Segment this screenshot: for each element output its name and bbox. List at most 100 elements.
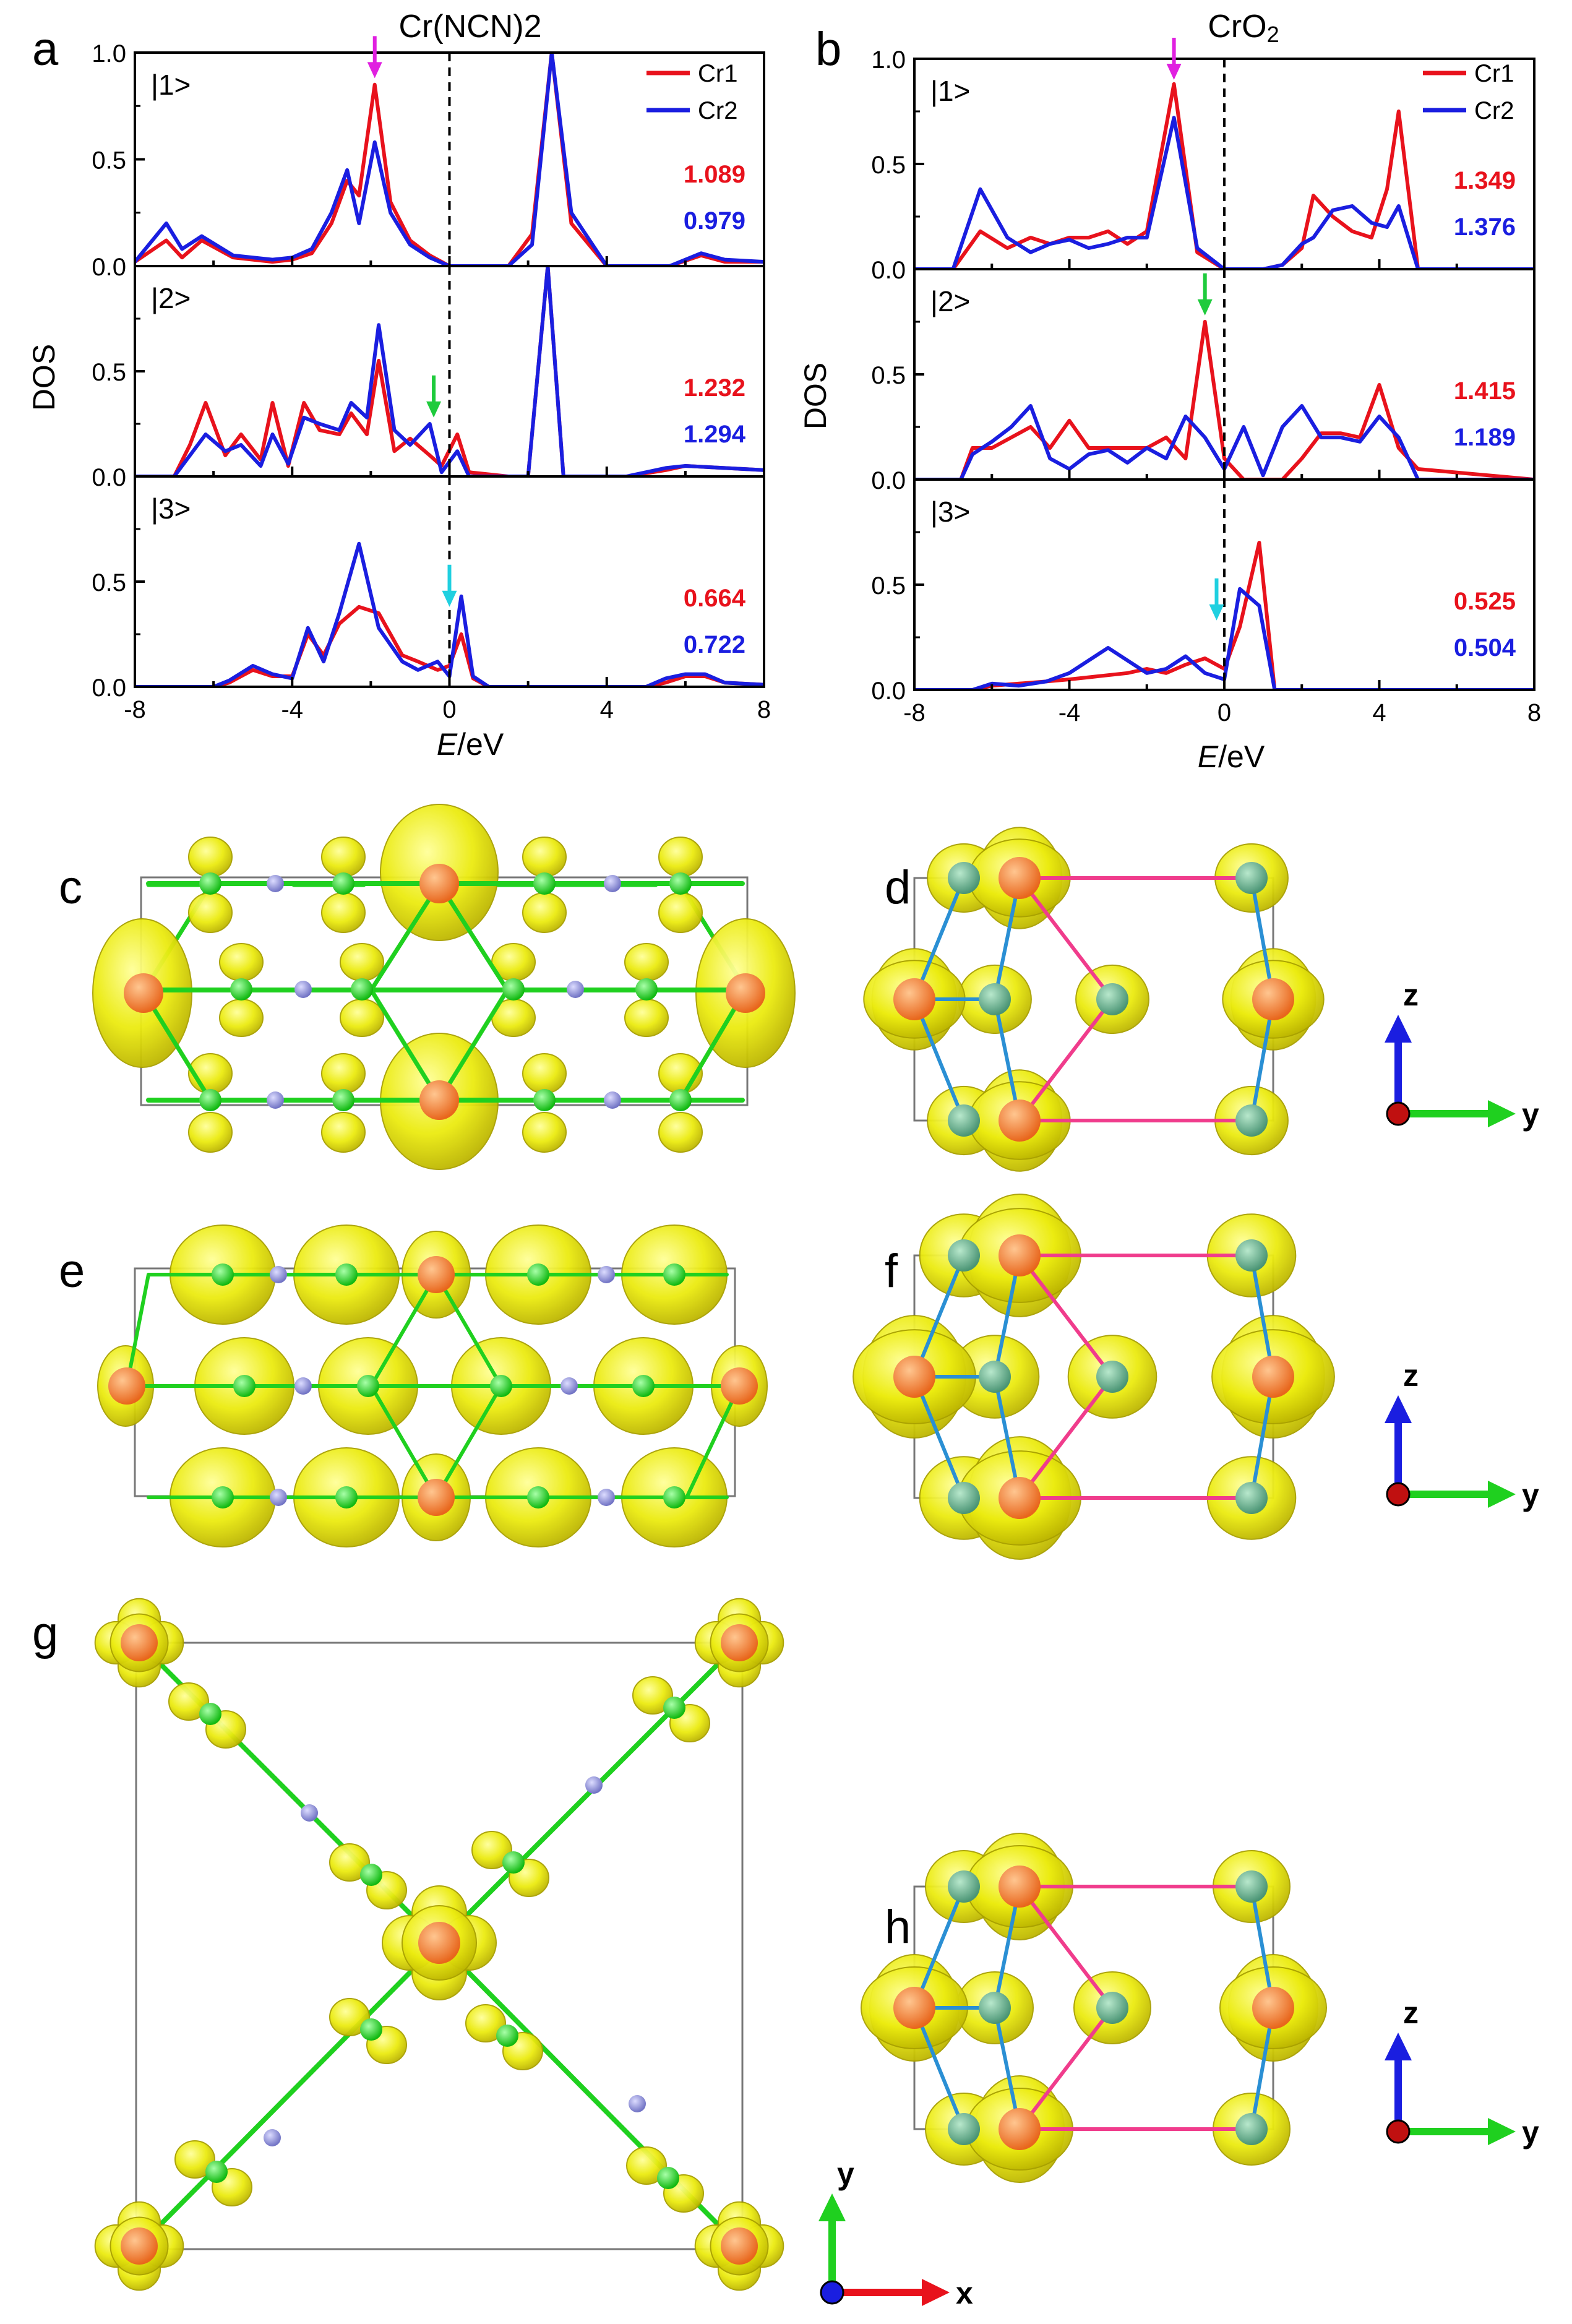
n-atom [657, 2167, 679, 2189]
axis-arrowhead-right [1488, 1481, 1516, 1508]
n-atom [199, 1089, 221, 1111]
occupation-cr1: 1.349 [1454, 167, 1516, 194]
n-atom [205, 2161, 228, 2183]
panel-h-isosurface [861, 1833, 1327, 2183]
panel-letter-b: b [815, 23, 841, 75]
peak-arrow [1209, 578, 1224, 621]
y-tick-label: 0.0 [92, 254, 126, 281]
axis-triad-g: yx [818, 2156, 973, 2310]
peak-arrow [426, 375, 442, 418]
bond [913, 1254, 966, 1379]
n-atom [527, 1486, 549, 1508]
cr-atom [418, 1256, 455, 1293]
axis-arrowhead-right [1488, 2118, 1516, 2145]
panel-a-ylabel: DOS [27, 344, 61, 411]
axis-arrowhead-right [922, 2279, 950, 2306]
cr-atom [418, 1922, 460, 1964]
panel-c-isosurface [92, 804, 796, 1170]
panel-c-structure: c [59, 804, 796, 1170]
n-atom [233, 1375, 256, 1397]
bond [125, 1273, 150, 1388]
isosurface-lobe [658, 892, 703, 933]
o-atom [948, 1104, 980, 1137]
bond [369, 1273, 438, 1388]
o-atom [948, 2113, 980, 2145]
axis-arrowhead-up [818, 2193, 846, 2221]
peak-arrow [1166, 38, 1182, 80]
cr-atom [419, 864, 459, 903]
y-tick-label: 0.0 [871, 257, 906, 284]
bond [434, 1384, 503, 1499]
n-isosurface [471, 1831, 512, 1869]
n-atom [632, 1375, 655, 1397]
o-atom [948, 862, 980, 894]
axis-origin [820, 2280, 844, 2305]
x-tick-label: -4 [1059, 699, 1081, 726]
y-tick-label: 0.5 [92, 147, 126, 174]
peak-arrow-head [1209, 604, 1224, 621]
axis-label-up: z [1403, 1358, 1419, 1393]
cr-atom [999, 1866, 1041, 1908]
n-atom [663, 1697, 685, 1719]
axis-origin [1386, 1101, 1411, 1126]
axis-label-up: z [1403, 978, 1419, 1012]
n-isosurface [174, 2140, 215, 2179]
c-atom [604, 1091, 621, 1109]
panel-h-structure: h [861, 1833, 1327, 2183]
n-atom [635, 978, 658, 1001]
axis-label-right: y [1522, 1478, 1539, 1512]
c-atom [294, 981, 312, 998]
bond [437, 988, 510, 1103]
axis-label-right: x [956, 2276, 973, 2310]
n-atom [360, 2018, 382, 2041]
state-label: |1> [151, 69, 191, 101]
cr-atom [721, 2227, 758, 2265]
n-atom [199, 872, 221, 895]
panel-b-ylabel: DOS [798, 363, 833, 429]
axis-arrowhead-up [1385, 2033, 1412, 2060]
x-tick-label: -4 [281, 696, 303, 723]
bond [1018, 1885, 1114, 2010]
cr-atom [721, 1367, 758, 1405]
xlabel-symbol: E [437, 727, 458, 762]
c-atom [267, 875, 284, 892]
cr-atom [893, 1356, 935, 1398]
y-tick-label: 0.5 [92, 569, 126, 596]
bond [137, 1940, 442, 2249]
isosurface-lobe [188, 837, 233, 877]
bond [913, 997, 966, 1122]
isosurface-lobe [321, 1053, 366, 1094]
c-atom [567, 981, 584, 998]
series-line-cr1 [135, 53, 764, 266]
panel-b-legend: Cr1 Cr2 [1423, 60, 1514, 124]
c-atom [267, 1091, 284, 1109]
axis-origin [1386, 1482, 1411, 1507]
cr-atom [1252, 1987, 1294, 2029]
peak-arrow-head [1197, 299, 1213, 316]
bond [913, 1885, 966, 2010]
n-atom [669, 872, 692, 895]
peak-arrow-head [426, 401, 442, 418]
cr-atom [121, 1624, 158, 1661]
occupation-cr2: 1.376 [1454, 213, 1516, 241]
series-line-cr2 [914, 587, 1534, 690]
occupation-cr1: 1.415 [1454, 377, 1516, 405]
cr-atom [124, 973, 163, 1013]
bond [1018, 876, 1114, 1001]
dos-subplot-2: 0.0 0.5 |2> 1.232 1.294 [92, 265, 765, 491]
legend-label-cr2: Cr2 [1474, 97, 1514, 124]
panel-b-dos-cro2: b CrO2 DOS 0.0 0.5 1.0 |1> 1.349 1.376 0.0 0.5 |… [798, 9, 1541, 774]
n-atom [669, 1089, 692, 1111]
isosurface-lobe [658, 837, 703, 877]
peak-arrow [367, 36, 382, 79]
n-atom [357, 1375, 379, 1397]
x-tick-label: 0 [442, 696, 456, 723]
c-atom [561, 1377, 578, 1395]
isosurface-lobe [522, 1053, 567, 1094]
bond [434, 1273, 503, 1388]
dos-subplot-2: 0.0 0.5 |2> 1.415 1.189 [871, 268, 1535, 494]
xlabel-unit: /eV [1218, 739, 1265, 774]
n-atom [663, 1486, 685, 1508]
occupation-cr2: 0.722 [684, 631, 745, 658]
